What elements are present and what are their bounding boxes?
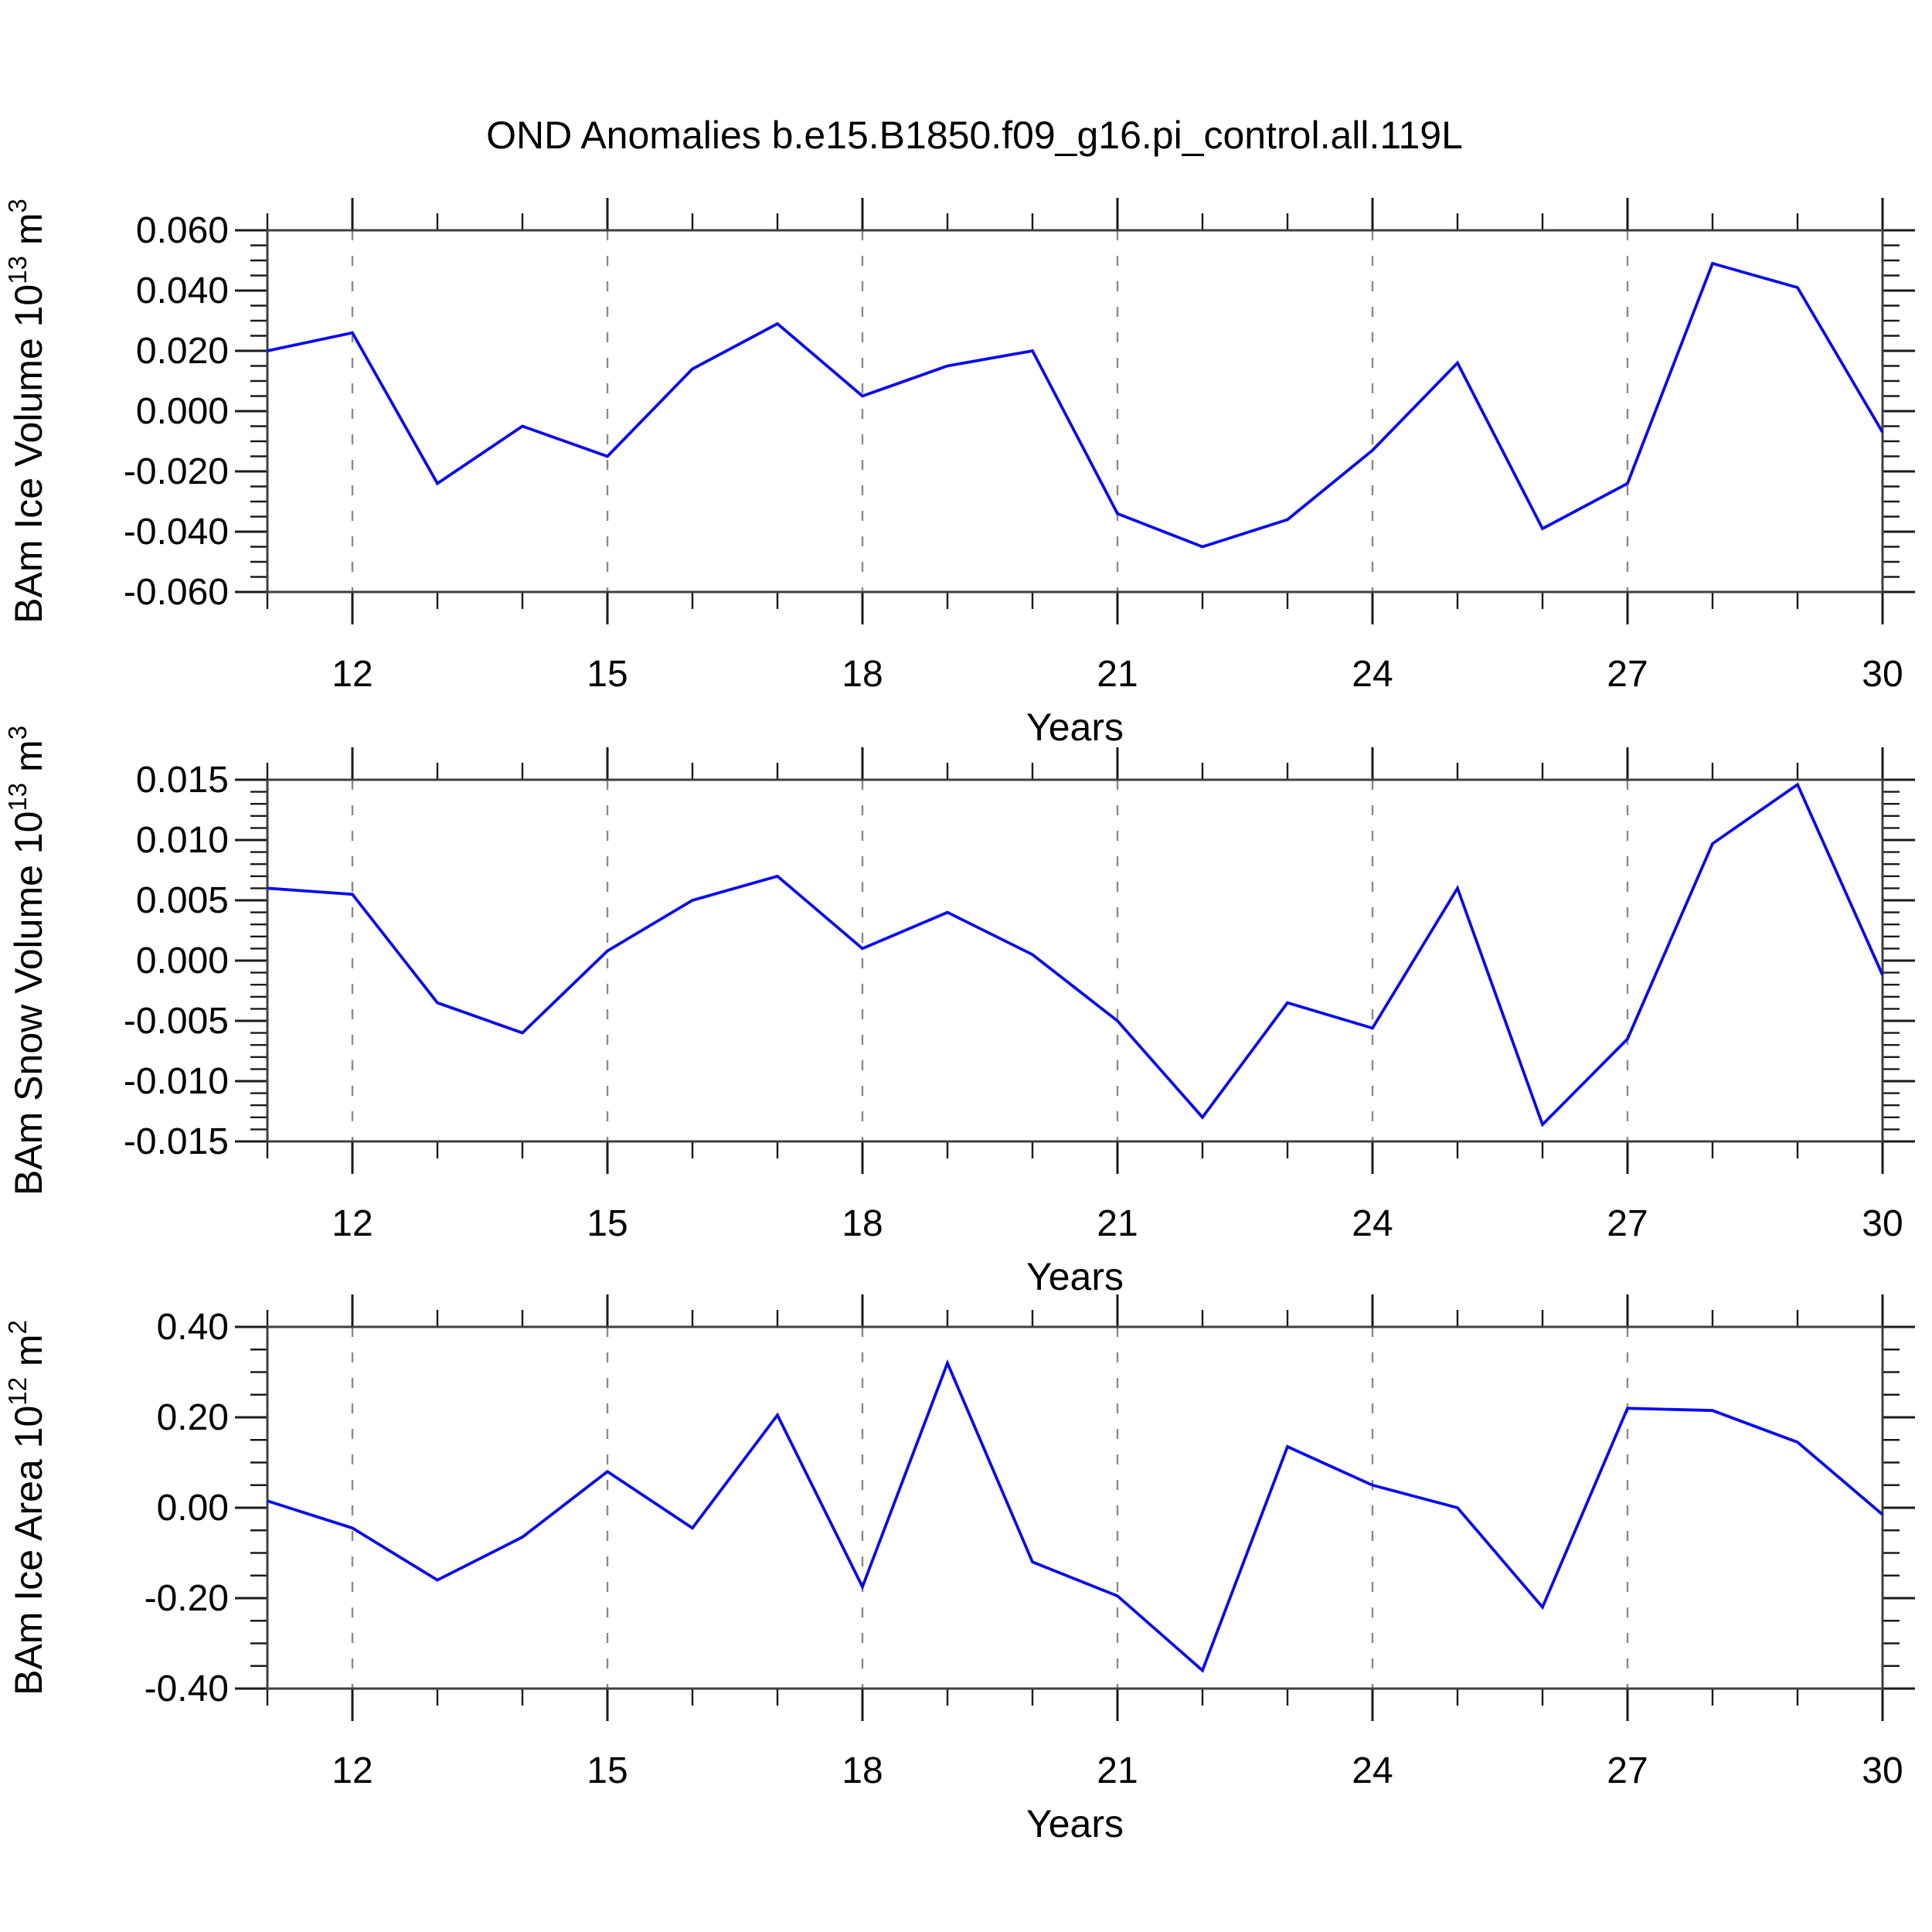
x-tick-label: 15: [587, 1203, 628, 1244]
y-tick-label: -0.010: [124, 1061, 229, 1102]
x-tick-label: 21: [1097, 1203, 1138, 1244]
y-axis-title: BAm Ice Volume 1013 m3: [3, 199, 50, 624]
y-tick-label: -0.060: [124, 572, 229, 613]
x-axis-title: Years: [1026, 706, 1124, 749]
x-tick-label: 18: [842, 1750, 883, 1791]
x-tick-label: 15: [587, 1750, 628, 1791]
data-line: [267, 261, 1884, 549]
plot-frame: [266, 229, 1884, 594]
x-tick-label: 15: [587, 654, 628, 695]
chart-1: 0.060 0.040 0.020 0.000 -0.020 -0.040 -0.060 12…: [3, 198, 1915, 749]
x-axis-title: Years: [1026, 1802, 1124, 1845]
data-line: [267, 782, 1884, 1128]
chart-2: 0.015 0.010 0.005 0.000 -0.005 -0.010 -0.015 12…: [3, 726, 1915, 1298]
y-tick-label: -0.040: [124, 512, 229, 553]
x-tick-label: 24: [1352, 654, 1393, 695]
plot-frame: [266, 1325, 1884, 1690]
y-tick-label: -0.005: [124, 1001, 229, 1042]
x-tick-label: 12: [332, 1203, 372, 1244]
y-tick-label: 0.00: [157, 1488, 229, 1529]
y-tick-label: 0.015: [136, 760, 229, 801]
y-tick-label: -0.40: [145, 1668, 229, 1709]
x-tick-label: 27: [1607, 654, 1648, 695]
x-tick-label: 30: [1862, 654, 1903, 695]
x-tick-label: 30: [1862, 1750, 1903, 1791]
x-tick-label: 30: [1862, 1203, 1903, 1244]
y-tick-label: 0.010: [136, 820, 229, 861]
y-tick-label: 0.020: [136, 331, 229, 372]
plot-frame: [266, 778, 1884, 1143]
y-tick-label: 0.040: [136, 270, 229, 311]
x-tick-label: 21: [1097, 1750, 1138, 1791]
y-tick-label: -0.015: [124, 1121, 229, 1162]
x-tick-label: 27: [1607, 1203, 1648, 1244]
x-tick-label: 12: [332, 654, 372, 695]
figure-title: OND Anomalies b.e15.B1850.f09_g16.pi_con…: [486, 114, 1463, 157]
x-tick-label: 12: [332, 1750, 372, 1791]
y-tick-label: -0.020: [124, 451, 229, 492]
y-axis-title: BAm Snow Volume 1013 m3: [3, 726, 50, 1196]
y-tick-label: 0.000: [136, 940, 229, 981]
x-tick-label: 21: [1097, 654, 1138, 695]
y-tick-label: 0.060: [136, 210, 229, 251]
x-axis-title: Years: [1026, 1255, 1124, 1298]
y-tick-label: 0.40: [157, 1307, 229, 1348]
chart-3: 0.40 0.20 0.00 -0.20 -0.40 12 15 18 21 24 27 30 Year…: [3, 1294, 1915, 1845]
x-tick-label: 18: [842, 1203, 883, 1244]
y-tick-label: 0.000: [136, 391, 229, 432]
x-tick-label: 24: [1352, 1750, 1393, 1791]
x-tick-label: 27: [1607, 1750, 1648, 1791]
x-tick-label: 18: [842, 654, 883, 695]
y-tick-label: 0.20: [157, 1397, 229, 1438]
data-line: [267, 1359, 1884, 1673]
y-tick-label: 0.005: [136, 880, 229, 921]
y-axis-title: BAm Ice Area 1012 m2: [3, 1320, 50, 1696]
x-tick-label: 24: [1352, 1203, 1393, 1244]
y-tick-label: -0.20: [145, 1578, 229, 1619]
